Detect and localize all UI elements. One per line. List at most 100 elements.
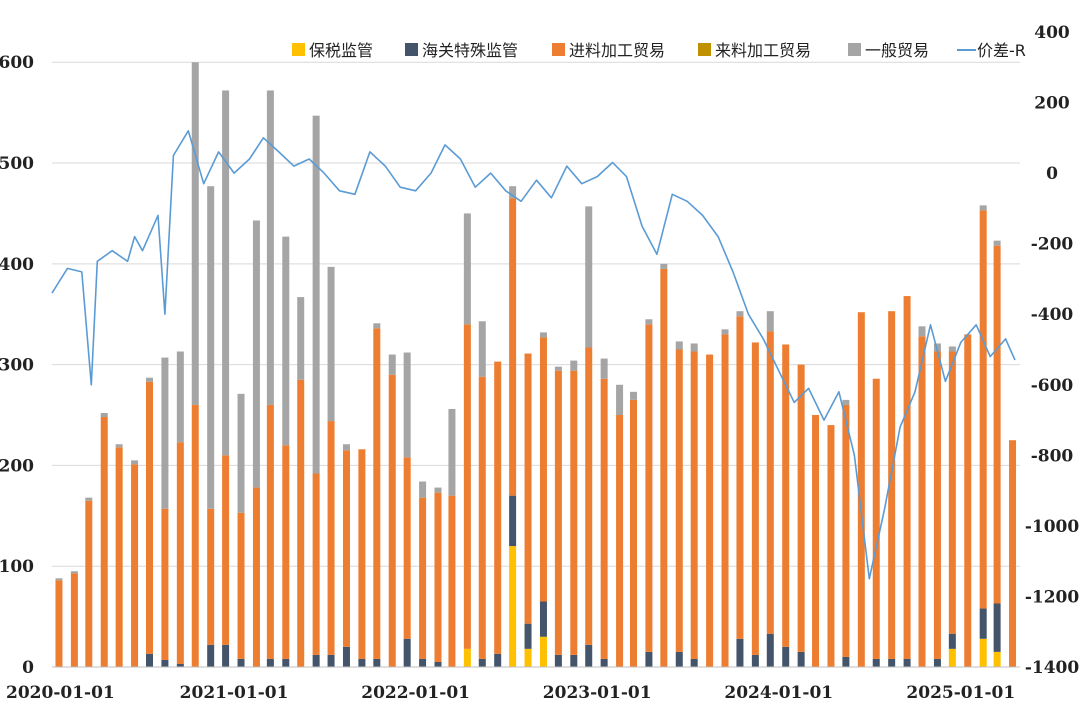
bar-segment xyxy=(145,381,153,654)
bar-segment xyxy=(176,442,184,664)
bar-segment xyxy=(629,391,637,400)
bar-segment xyxy=(857,312,865,667)
bar-segment xyxy=(721,329,729,335)
legend-label: 海关特殊监管 xyxy=(422,41,518,60)
bar-segment xyxy=(70,571,78,574)
right-axis-tick-label: -600 xyxy=(1031,376,1074,396)
bar-segment xyxy=(434,492,442,662)
bar-segment xyxy=(419,658,427,667)
bar-segment xyxy=(131,460,139,465)
bar-segment xyxy=(419,481,427,498)
legend-swatch xyxy=(292,43,305,56)
bar-segment xyxy=(373,658,381,667)
legend-swatch xyxy=(552,43,565,56)
bar-segment xyxy=(842,404,850,657)
bar-segment xyxy=(948,648,956,667)
bar-segment xyxy=(979,608,987,639)
bar-segment xyxy=(600,378,608,659)
left-axis-tick-label: 500 xyxy=(0,154,34,174)
bar-segment xyxy=(993,240,1001,246)
bar-segment xyxy=(115,444,123,448)
bar-segment xyxy=(1009,440,1017,667)
bar-segment xyxy=(55,580,63,667)
legend-swatch xyxy=(848,43,861,56)
bar-segment xyxy=(903,658,911,667)
bar-segment xyxy=(645,651,653,667)
bar-segment xyxy=(403,352,411,458)
left-axis-tick-label: 100 xyxy=(0,557,34,577)
bar-segment xyxy=(403,457,411,639)
bar-segment xyxy=(797,651,805,667)
line-series xyxy=(51,130,1016,580)
bar-segment xyxy=(207,186,215,509)
bar-segment xyxy=(660,268,668,667)
bar-segment xyxy=(403,638,411,667)
bar-segment xyxy=(478,658,486,667)
bar-segment xyxy=(342,646,350,667)
bar-segment xyxy=(903,296,911,659)
right-axis-tick-label: 400 xyxy=(1034,23,1070,43)
x-axis-tick-label: 2020-01-01 xyxy=(6,683,115,703)
bar-segment xyxy=(373,328,381,659)
x-axis-tick-label: 2023-01-01 xyxy=(543,683,652,703)
bar-segment xyxy=(434,661,442,667)
bar-segment xyxy=(827,425,835,667)
bar-segment xyxy=(570,360,578,371)
bar-segment xyxy=(539,636,547,667)
x-axis-tick-label: 2024-01-01 xyxy=(724,683,833,703)
bar-segment xyxy=(131,464,139,667)
bar-segment xyxy=(312,654,320,667)
bar-segment xyxy=(494,653,502,667)
bar-segment xyxy=(675,341,683,350)
bar-segment xyxy=(222,90,230,456)
bar-segment xyxy=(585,644,593,667)
bar-segment xyxy=(55,578,63,581)
legend-label: 价差-R xyxy=(977,41,1026,60)
bar-segment xyxy=(629,399,637,667)
bar-segment xyxy=(570,654,578,667)
bar-segment xyxy=(463,213,471,325)
bar-segment xyxy=(948,351,956,634)
bar-segment xyxy=(979,210,987,609)
bar-segment xyxy=(358,658,366,667)
bar-segment xyxy=(434,487,442,493)
bar-segment xyxy=(342,450,350,647)
bar-segment xyxy=(736,638,744,667)
bar-segment xyxy=(252,487,260,667)
bar-segment xyxy=(176,663,184,667)
bar-segment xyxy=(993,603,1001,652)
bar-segment xyxy=(161,357,169,509)
right-axis-tick-label: -800 xyxy=(1031,446,1074,466)
bar-segment xyxy=(509,546,517,667)
bar-segment xyxy=(872,658,880,667)
bar-segment xyxy=(509,186,517,199)
bar-segment xyxy=(327,421,335,655)
bar-segment xyxy=(85,500,93,667)
bar-segment xyxy=(388,354,396,375)
bar-segment xyxy=(327,266,335,422)
bar-segment xyxy=(948,633,956,649)
bar-segment xyxy=(494,361,502,654)
left-axis-tick-label: 0 xyxy=(22,658,34,678)
bar-segment xyxy=(616,415,624,667)
bar-segment xyxy=(358,449,366,659)
bar-segment xyxy=(115,447,123,667)
bar-segment xyxy=(554,366,562,371)
legend-label: 保税监管 xyxy=(309,41,373,60)
legend-label: 一般贸易 xyxy=(865,41,929,60)
legend-label: 进料加工贸易 xyxy=(569,41,665,60)
bar-segment xyxy=(782,646,790,667)
bar-segment xyxy=(842,656,850,667)
bar-segment xyxy=(524,648,532,667)
legend: 保税监管 海关特殊监管 进料加工贸易 来料加工贸易 一般贸易 价差-R xyxy=(292,41,1026,60)
bar-segment xyxy=(266,658,274,667)
bar-segment xyxy=(222,644,230,667)
bar-segment xyxy=(918,326,926,337)
bar-segment xyxy=(373,323,381,329)
right-axis-tick-label: -400 xyxy=(1031,305,1074,325)
left-axis-tick-label: 400 xyxy=(0,255,34,275)
bar-segment xyxy=(342,444,350,451)
bar-segment xyxy=(690,351,698,659)
